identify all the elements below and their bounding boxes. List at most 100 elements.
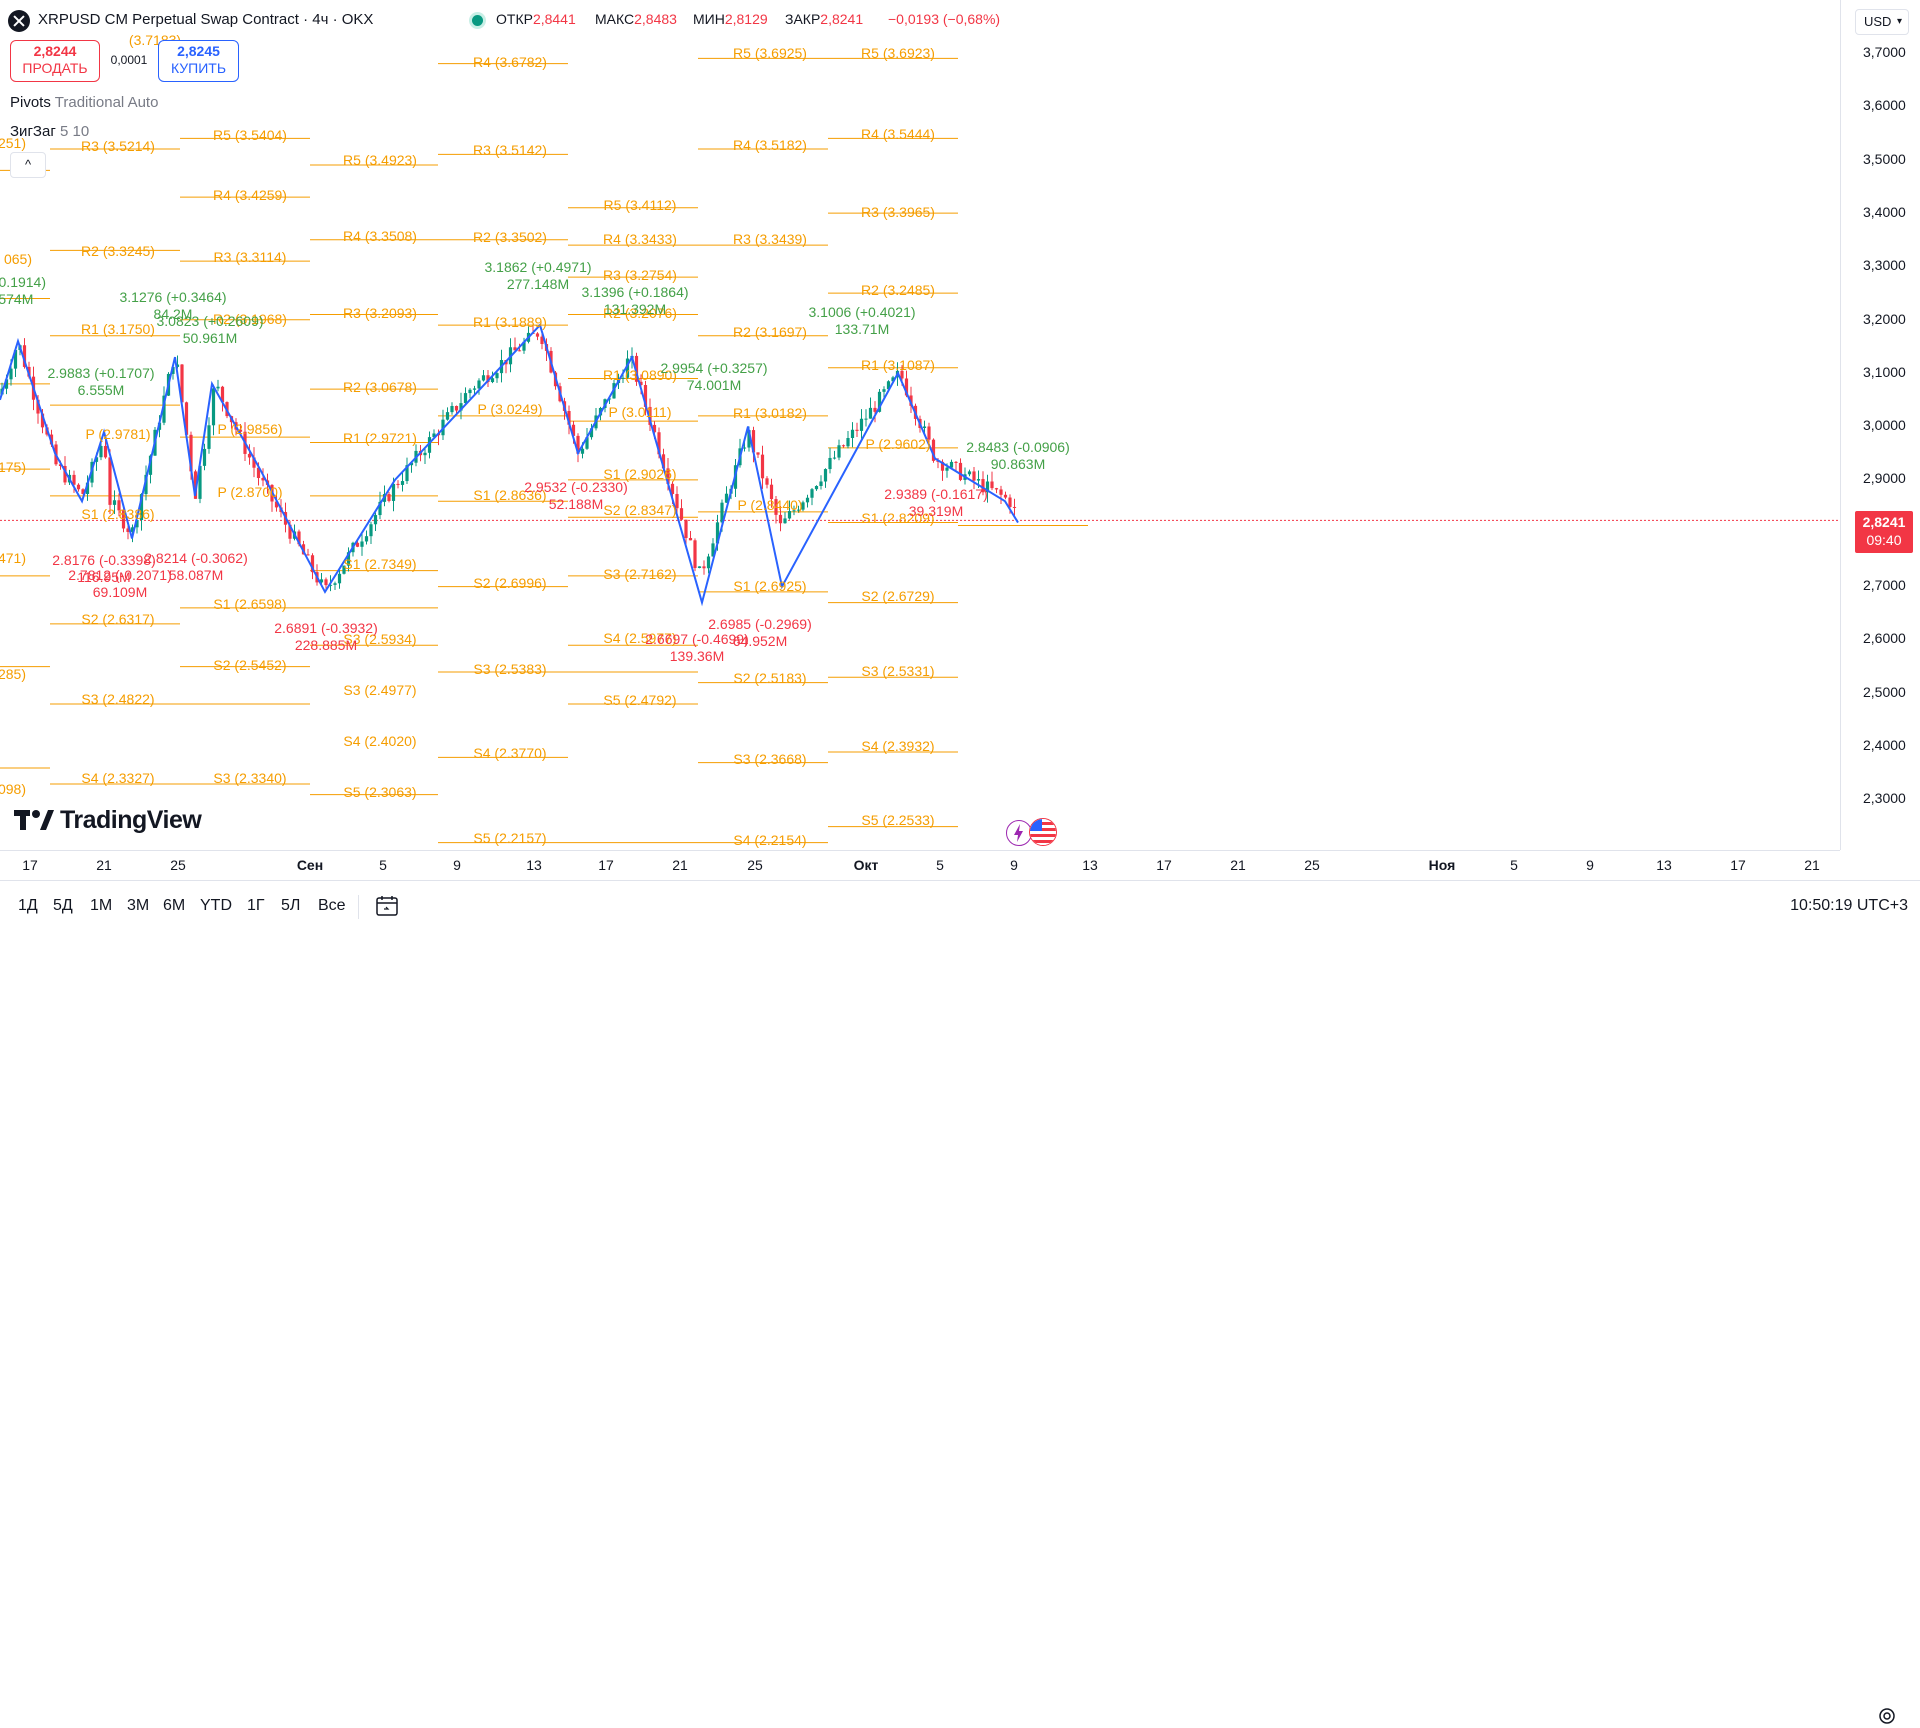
zigzag-volume-label: 277.148M (507, 276, 569, 292)
chart-pane[interactable]: (3.7183) R4 (3.6782) R5 (3.6925) R5 (3.6923… (0, 0, 1840, 850)
candle-body (450, 405, 454, 413)
candle-body (432, 433, 436, 438)
candle-body (580, 448, 585, 454)
pivot-label: S3 (2.4977) (343, 682, 416, 698)
candle-body (198, 465, 202, 499)
candle-body (756, 452, 760, 455)
candle-body (22, 345, 27, 367)
candle-body (108, 457, 112, 505)
zigzag-price-label: 2 (+0.1914) (0, 274, 46, 290)
time-tick-label: 13 (1082, 857, 1098, 873)
bottom-toolbar: 1Д 5Д 1М 3М 6М YTD 1Г 5Л Все 10:50:19 UTC+3 (0, 880, 1920, 936)
zigzag-line (0, 323, 1019, 607)
price-chart[interactable]: (3.7183)R4 (3.6782)R5 (3.6925) R5 (3.6923… (0, 0, 1840, 850)
tradingview-logo[interactable]: TradingView (14, 806, 224, 836)
us-flag-icon[interactable] (1029, 818, 1057, 846)
timeframe-button[interactable]: 1Д (18, 897, 38, 914)
timeframe-button[interactable]: 5Д (53, 897, 73, 914)
candle-body (112, 500, 117, 505)
timeframe-button[interactable]: 3М (127, 897, 150, 914)
candle-body (958, 462, 963, 480)
time-scale[interactable]: 17 21 25 Сен 5 9 13 17 21 25 Окт 5 9 13 17 21 25 Ноя 5 9 13 1… (0, 850, 1895, 1724)
symbol-title[interactable]: XRPUSD CM Perpetual Swap Contract · 4ч ·… (38, 11, 374, 28)
candle-body (922, 426, 927, 429)
candle-body (693, 540, 697, 568)
utc-clock[interactable]: 10:50:19 UTC+3 (1790, 897, 1908, 914)
toolbar-divider (358, 895, 359, 919)
candle-body (261, 478, 265, 481)
pivot-label: P (2.9856) (217, 421, 282, 437)
pivot-label: R1 (3.0890) (603, 367, 677, 383)
timeframe-button[interactable]: 5Л (281, 897, 301, 914)
candle-body (387, 494, 391, 501)
candle-body (463, 393, 468, 404)
pivot-label: S4 (2.4020) (343, 733, 416, 749)
pivot-label: 285) (0, 666, 26, 682)
indicator-pivots[interactable]: Pivots Traditional Auto (10, 94, 159, 111)
lightning-icon[interactable] (1006, 820, 1032, 846)
gear-icon[interactable] (1875, 1704, 1899, 1728)
currency-selector[interactable]: USD ▾ (1855, 9, 1909, 35)
price-tick-label: 2,4000 (1863, 736, 1906, 753)
candle-body (184, 402, 189, 435)
candle-body (666, 468, 670, 484)
zigzag-price-label: 3.1396 (+0.1864) (581, 284, 688, 300)
zigzag-volume-label: 74.001M (687, 377, 741, 393)
timeframe-button[interactable]: Все (318, 897, 346, 914)
candle-body (252, 457, 256, 468)
zigzag-volume-label: 50.961M (183, 330, 237, 346)
candle-body (238, 429, 243, 432)
zigzag-price-label: 3.1276 (+0.3464) (119, 289, 226, 305)
candle-body (423, 452, 427, 456)
candle-body (846, 438, 850, 447)
candle-body (459, 403, 463, 411)
candle-body (148, 455, 153, 475)
candle-body (801, 502, 805, 510)
time-tick-label: Ноя (1428, 857, 1456, 873)
price-tick-label: 2,6000 (1863, 630, 1906, 647)
price-tick-label: 3,5000 (1863, 150, 1906, 167)
candle-body (657, 432, 661, 455)
candle-body (333, 583, 337, 585)
currency-label: USD (1864, 14, 1892, 29)
zigzag-price-label: 2.7812 (-0.2071) (68, 567, 172, 583)
candle-body (589, 428, 594, 438)
candle-body (297, 531, 301, 545)
pivot-label: R2 (3.2076) (603, 305, 677, 321)
buy-button[interactable]: 2,8245 КУПИТЬ (158, 40, 239, 82)
timeframe-button[interactable]: 1М (90, 897, 113, 914)
timeframe-button[interactable]: YTD (200, 897, 232, 914)
pivot-label: R5 (3.6923) (861, 45, 935, 61)
pivot-label: R2 (3.2485) (861, 282, 935, 298)
candle-body (306, 554, 310, 556)
candle-body (13, 349, 18, 369)
pivot-label: S3 (2.7162) (603, 566, 676, 582)
candle-body (765, 478, 769, 485)
price-tick-label: 3,4000 (1863, 203, 1906, 220)
pivot-label: S2 (2.8347) (603, 502, 676, 518)
time-tick-label: 21 (672, 857, 688, 873)
candle-body (828, 457, 832, 470)
candle-body (324, 579, 328, 586)
pivot-label: S1 (2.8636) (473, 487, 546, 503)
timeframe-button[interactable]: 6М (163, 897, 186, 914)
candle-body (400, 481, 405, 485)
candle-body (688, 538, 693, 541)
collapse-legend-button[interactable]: ^ (10, 152, 46, 178)
calendar-range-icon[interactable] (374, 893, 400, 919)
market-status-icon[interactable] (472, 15, 483, 26)
candle-body (486, 375, 490, 383)
pivot-label: S3 (2.5934) (343, 631, 416, 647)
price-scale[interactable]: 3,7000 3,6000 3,5000 3,4000 3,3000 3,2000 3,10… (1840, 0, 1920, 850)
pivot-label: R5 (3.5404) (213, 127, 287, 143)
timeframe-button[interactable]: 1Г (247, 897, 265, 914)
candle-body (882, 389, 886, 392)
candle-body (702, 566, 706, 569)
sell-button[interactable]: 2,8244 ПРОДАТЬ (10, 40, 100, 82)
pivot-label: S1 (2.7349) (343, 556, 416, 572)
candle-body (117, 500, 121, 511)
zigzag-volume-label: 7.574M (0, 291, 33, 307)
zigzag-volume-label: 58.087M (169, 567, 223, 583)
indicator-zigzag[interactable]: ЗигЗаг 5 10 (10, 123, 90, 140)
zigzag-price-label: 2.9532 (-0.2330) (524, 479, 628, 495)
